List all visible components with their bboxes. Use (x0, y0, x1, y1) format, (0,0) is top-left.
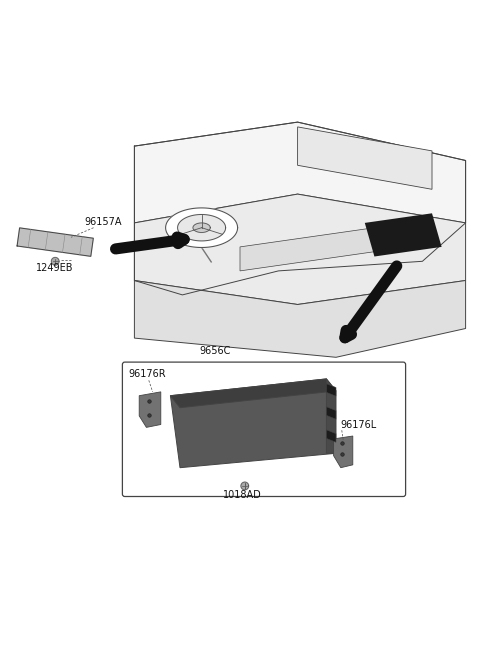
Polygon shape (298, 127, 432, 189)
Polygon shape (334, 436, 353, 468)
Polygon shape (166, 208, 238, 248)
Polygon shape (326, 379, 336, 453)
Polygon shape (134, 122, 466, 223)
Polygon shape (134, 281, 466, 357)
Polygon shape (326, 430, 336, 442)
Text: 96157A: 96157A (84, 217, 121, 227)
Polygon shape (170, 379, 336, 468)
Polygon shape (326, 384, 336, 396)
Polygon shape (241, 482, 249, 489)
Text: 96176R: 96176R (129, 369, 166, 379)
Polygon shape (240, 223, 408, 271)
Polygon shape (134, 194, 466, 304)
Polygon shape (170, 379, 336, 408)
Text: 1249EB: 1249EB (36, 263, 73, 273)
Polygon shape (178, 214, 226, 241)
Polygon shape (17, 228, 93, 256)
Polygon shape (326, 407, 336, 419)
Text: 1018AD: 1018AD (223, 490, 262, 500)
Text: 9656C: 9656C (199, 346, 230, 356)
Polygon shape (193, 223, 210, 233)
Polygon shape (139, 392, 161, 428)
Text: 96176L: 96176L (341, 420, 377, 430)
Polygon shape (51, 258, 59, 265)
Polygon shape (365, 214, 442, 256)
